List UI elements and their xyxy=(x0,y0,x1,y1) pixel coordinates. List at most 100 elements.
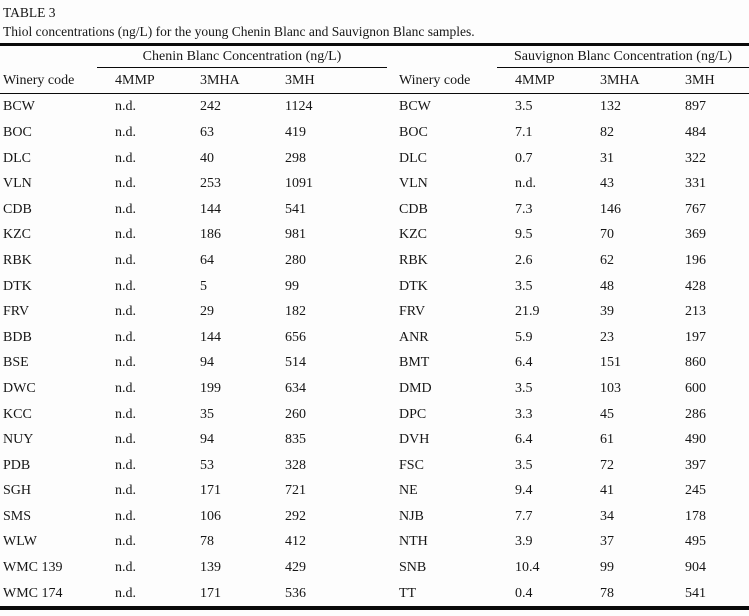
concentration-value-cell: 82 xyxy=(600,124,614,140)
column-header: 3MHA xyxy=(200,73,240,88)
concentration-value-cell: 41 xyxy=(600,483,614,499)
concentration-value-cell: 40 xyxy=(200,150,214,166)
group-header-chenin-blanc: Chenin Blanc Concentration (ng/L) xyxy=(97,46,387,68)
concentration-value-cell: n.d. xyxy=(115,278,136,294)
concentration-value-cell: 514 xyxy=(285,355,306,371)
concentration-value-cell: n.d. xyxy=(115,355,136,371)
concentration-value-cell: 322 xyxy=(685,150,706,166)
winery-code-cell: NTH xyxy=(399,534,428,550)
concentration-value-cell: 6.4 xyxy=(515,355,533,371)
concentration-value-cell: 253 xyxy=(200,176,221,192)
concentration-value-cell: 428 xyxy=(685,278,706,294)
concentration-value-cell: 3.5 xyxy=(515,457,533,473)
winery-code-cell: FRV xyxy=(399,304,426,320)
concentration-value-cell: 3.5 xyxy=(515,380,533,396)
table-row: DLC n.d. 40 298 DLC 0.7 31 322 xyxy=(0,146,749,172)
group-header-row: Chenin Blanc Concentration (ng/L) Sauvig… xyxy=(0,46,749,68)
winery-code-cell: SMS xyxy=(3,508,32,524)
concentration-value-cell: 7.1 xyxy=(515,124,533,140)
group-header-spacer xyxy=(387,46,497,68)
concentration-value-cell: n.d. xyxy=(115,483,136,499)
column-header: 3MH xyxy=(685,73,715,88)
concentration-value-cell: 213 xyxy=(685,304,706,320)
winery-code-cell: BSE xyxy=(3,355,29,371)
table-row: RBK n.d. 64 280 RBK 2.6 62 196 xyxy=(0,248,749,274)
concentration-value-cell: 63 xyxy=(200,124,214,140)
concentration-value-cell: 29 xyxy=(200,304,214,320)
winery-code-cell: DLC xyxy=(3,150,31,166)
winery-code-cell: CDB xyxy=(3,201,32,217)
concentration-value-cell: n.d. xyxy=(115,329,136,345)
table-row: DWC n.d. 199 634 DMD 3.5 103 600 xyxy=(0,376,749,402)
table-row: BOC n.d. 63 419 BOC 7.1 82 484 xyxy=(0,120,749,146)
column-header-row: Winery code 4MMP 3MHA 3MH Winery code 4MMP 3MH… xyxy=(0,68,749,93)
concentration-value-cell: n.d. xyxy=(115,560,136,576)
table-row: VLN n.d. 253 1091 VLN n.d. 43 331 xyxy=(0,171,749,197)
concentration-value-cell: 132 xyxy=(600,99,621,115)
concentration-value-cell: 600 xyxy=(685,380,706,396)
table-row: WMC 174 n.d. 171 536 TT 0.4 78 541 xyxy=(0,581,749,607)
concentration-value-cell: 3.9 xyxy=(515,534,533,550)
concentration-value-cell: 260 xyxy=(285,406,306,422)
winery-code-cell: NE xyxy=(399,483,418,499)
concentration-value-cell: 37 xyxy=(600,534,614,550)
concentration-value-cell: 541 xyxy=(285,201,306,217)
concentration-value-cell: 5 xyxy=(200,278,207,294)
concentration-value-cell: 39 xyxy=(600,304,614,320)
concentration-value-cell: 45 xyxy=(600,406,614,422)
table-row: FRV n.d. 29 182 FRV 21.9 39 213 xyxy=(0,299,749,325)
concentration-value-cell: 139 xyxy=(200,560,221,576)
concentration-value-cell: 1091 xyxy=(285,176,313,192)
column-header: 3MH xyxy=(285,73,315,88)
concentration-value-cell: 0.4 xyxy=(515,585,533,601)
concentration-value-cell: n.d. xyxy=(115,432,136,448)
concentration-value-cell: 146 xyxy=(600,201,621,217)
concentration-value-cell: n.d. xyxy=(115,380,136,396)
concentration-value-cell: 767 xyxy=(685,201,706,217)
concentration-value-cell: 656 xyxy=(285,329,306,345)
concentration-value-cell: 186 xyxy=(200,227,221,243)
concentration-value-cell: 3.5 xyxy=(515,99,533,115)
concentration-value-cell: 61 xyxy=(600,432,614,448)
concentration-value-cell: 103 xyxy=(600,380,621,396)
winery-code-cell: DTK xyxy=(399,278,428,294)
concentration-value-cell: 94 xyxy=(200,355,214,371)
concentration-value-cell: 1124 xyxy=(285,99,313,115)
concentration-value-cell: 835 xyxy=(285,432,306,448)
concentration-value-cell: 53 xyxy=(200,457,214,473)
concentration-value-cell: 495 xyxy=(685,534,706,550)
winery-code-cell: BOC xyxy=(3,124,32,140)
concentration-value-cell: 43 xyxy=(600,176,614,192)
table-row: SGH n.d. 171 721 NE 9.4 41 245 xyxy=(0,478,749,504)
winery-code-cell: DTK xyxy=(3,278,32,294)
concentration-value-cell: 0.7 xyxy=(515,150,533,166)
concentration-value-cell: 171 xyxy=(200,585,221,601)
concentration-value-cell: n.d. xyxy=(115,508,136,524)
concentration-value-cell: 721 xyxy=(285,483,306,499)
table-row: WLW n.d. 78 412 NTH 3.9 37 495 xyxy=(0,529,749,555)
concentration-value-cell: n.d. xyxy=(115,150,136,166)
concentration-value-cell: 94 xyxy=(200,432,214,448)
concentration-value-cell: 897 xyxy=(685,99,706,115)
concentration-value-cell: 9.5 xyxy=(515,227,533,243)
winery-code-cell: FRV xyxy=(3,304,30,320)
concentration-value-cell: n.d. xyxy=(115,124,136,140)
concentration-value-cell: 10.4 xyxy=(515,560,540,576)
winery-code-cell: SGH xyxy=(3,483,32,499)
concentration-value-cell: 369 xyxy=(685,227,706,243)
concentration-value-cell: n.d. xyxy=(115,201,136,217)
concentration-value-cell: 99 xyxy=(285,278,299,294)
concentration-value-cell: 21.9 xyxy=(515,304,540,320)
bottom-rule xyxy=(0,606,749,611)
winery-code-cell: NJB xyxy=(399,508,424,524)
concentration-value-cell: 48 xyxy=(600,278,614,294)
top-rule xyxy=(0,43,749,46)
group-header-sauvignon-blanc: Sauvignon Blanc Concentration (ng/L) xyxy=(497,46,749,68)
concentration-value-cell: 280 xyxy=(285,252,306,268)
concentration-value-cell: 199 xyxy=(200,380,221,396)
concentration-value-cell: 23 xyxy=(600,329,614,345)
concentration-value-cell: n.d. xyxy=(115,457,136,473)
winery-code-cell: WMC 139 xyxy=(3,560,63,576)
table-row: BSE n.d. 94 514 BMT 6.4 151 860 xyxy=(0,350,749,376)
concentration-value-cell: 151 xyxy=(600,355,621,371)
